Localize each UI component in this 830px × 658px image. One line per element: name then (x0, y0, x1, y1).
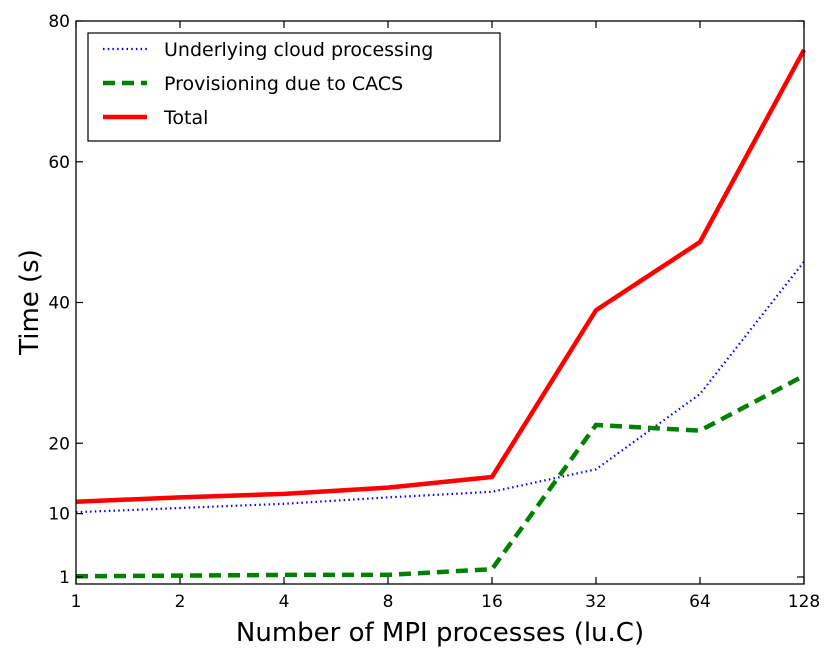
x-tick-label: 2 (175, 592, 186, 612)
y-tick-label: 20 (48, 434, 70, 454)
x-tick-label: 4 (279, 592, 290, 612)
legend-label-3: Total (163, 107, 208, 129)
legend-label-2: Provisioning due to CACS (164, 73, 403, 95)
series-layer (75, 48, 806, 579)
ticks-layer: 1 2 4 8 16 32 64 128 1 10 20 40 60 80 (48, 12, 820, 612)
series-line-1 (75, 261, 805, 514)
legend: Underlying cloud processing Provisioning … (87, 32, 501, 142)
x-tick-label: 64 (689, 592, 711, 612)
y-tick-label: 60 (48, 153, 70, 173)
x-tick-label: 1 (71, 592, 82, 612)
series-line-2 (75, 373, 806, 579)
x-tick-label: 32 (585, 592, 607, 612)
y-tick-label: 40 (48, 294, 70, 314)
y-tick-label: 80 (48, 12, 70, 32)
y-tick-label: 1 (59, 568, 70, 588)
x-axis-title: Number of MPI processes (lu.C) (236, 618, 644, 648)
series-line-3 (75, 48, 806, 504)
x-tick-label: 16 (481, 592, 503, 612)
legend-label-1: Underlying cloud processing (164, 39, 433, 61)
x-tick-label: 8 (383, 592, 394, 612)
y-tick-label: 10 (48, 505, 70, 525)
x-tick-label: 128 (788, 592, 820, 612)
legend-box (87, 32, 501, 142)
y-axis-title: Time (s) (15, 249, 45, 356)
